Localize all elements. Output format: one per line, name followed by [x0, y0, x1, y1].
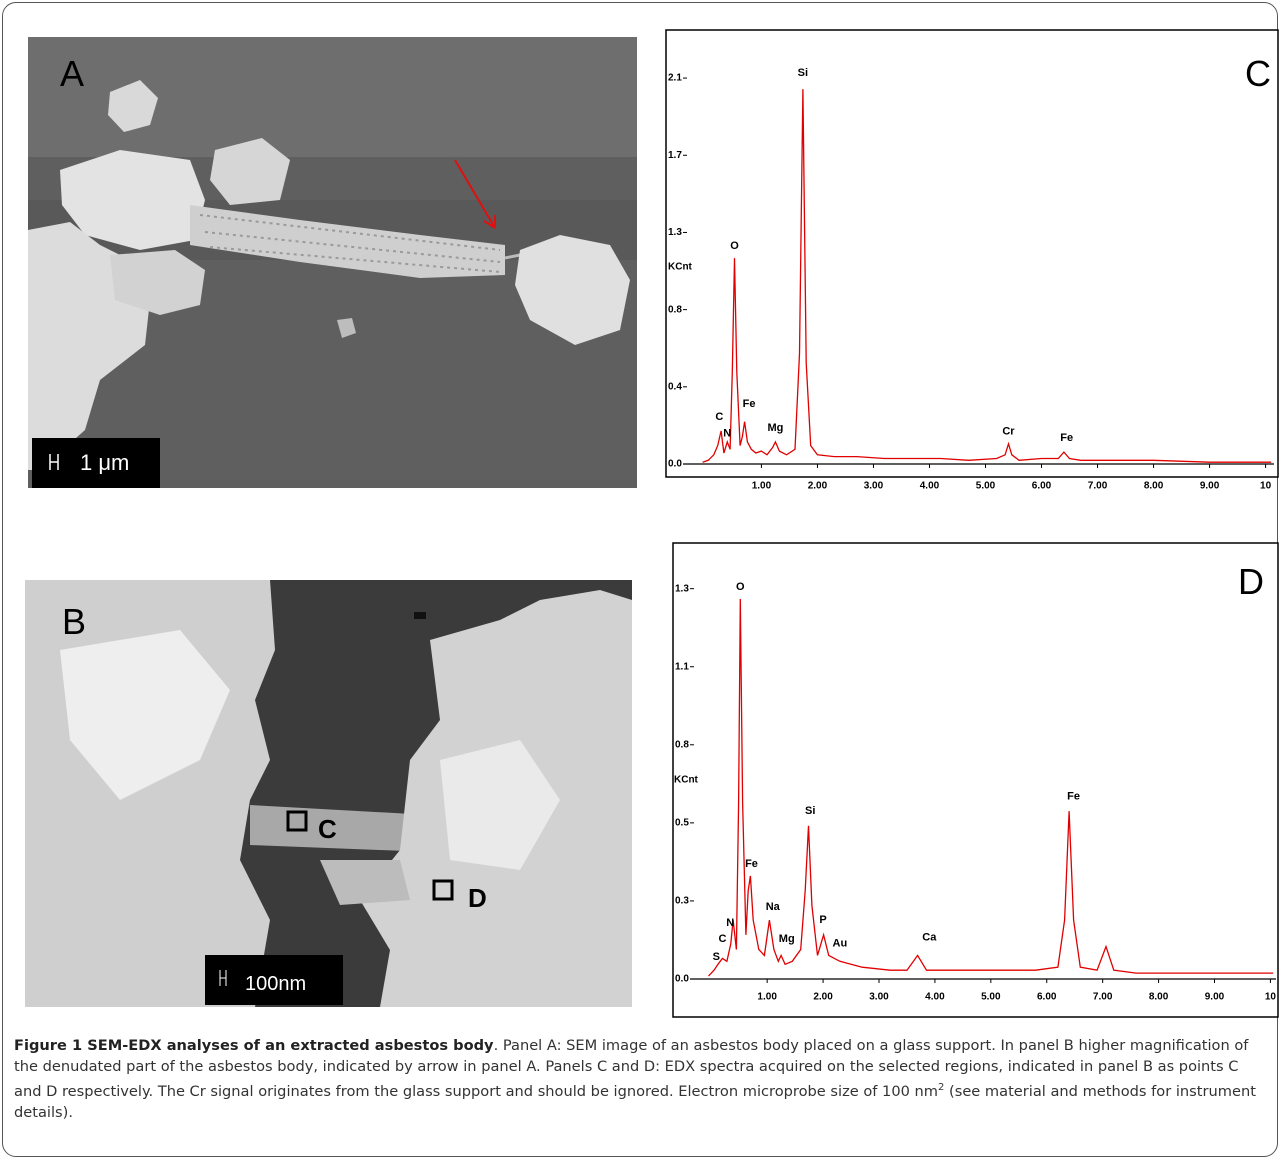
- y-tick-label: 1.7: [668, 150, 682, 161]
- x-tick-label: 5.00: [976, 481, 996, 492]
- x-tick-label: 4.00: [920, 481, 940, 492]
- peak-label: Ca: [922, 932, 937, 944]
- peak-label: Cr: [1002, 426, 1015, 438]
- panel-label: B: [62, 601, 86, 642]
- y-axis-label: KCnt: [674, 775, 699, 786]
- sem-image-b: [25, 580, 632, 1007]
- peak-label: P: [819, 914, 826, 926]
- x-tick-label: 9.00: [1205, 992, 1225, 1003]
- panel-label: C: [1245, 53, 1271, 94]
- x-tick-label: 3.00: [864, 481, 884, 492]
- y-tick-label: 0.8: [675, 739, 689, 750]
- peak-label: Fe: [743, 398, 756, 410]
- x-tick-label: 10: [1265, 992, 1277, 1003]
- y-tick-label: 0.0: [668, 459, 682, 470]
- peak-label: C: [715, 411, 723, 423]
- y-tick-label: 1.3: [675, 583, 689, 594]
- peak-label: Si: [805, 805, 815, 817]
- x-tick-label: 5.00: [981, 992, 1001, 1003]
- caption-superscript: 2: [938, 1082, 945, 1093]
- x-tick-label: 7.00: [1088, 481, 1108, 492]
- panel-label: A: [60, 53, 84, 94]
- x-tick-label: 2.00: [813, 992, 833, 1003]
- peak-label: C: [718, 933, 726, 945]
- region-marker-label: C: [318, 814, 337, 844]
- y-tick-label: 1.3: [668, 227, 682, 238]
- caption-title: Figure 1 SEM-EDX analyses of an extracte…: [14, 1037, 494, 1054]
- x-tick-label: 9.00: [1200, 481, 1220, 492]
- x-tick-label: 7.00: [1093, 992, 1113, 1003]
- caption-text: (see material and methods for instrument…: [14, 1082, 1256, 1121]
- y-tick-label: 0.8: [668, 304, 682, 315]
- x-tick-label: 8.00: [1149, 992, 1169, 1003]
- peak-label: N: [723, 427, 731, 439]
- scale-bar-label: 1 μm: [80, 450, 129, 475]
- y-tick-label: 0.3: [675, 896, 689, 907]
- x-tick-label: 6.00: [1037, 992, 1057, 1003]
- x-tick-label: 2.00: [808, 481, 828, 492]
- peak-label: Mg: [779, 933, 795, 945]
- figure-caption: Figure 1 SEM-EDX analyses of an extracte…: [14, 1035, 1262, 1123]
- spectrum-line: [708, 598, 1274, 977]
- y-tick-label: 2.1: [668, 73, 682, 84]
- peak-label: S: [713, 951, 720, 963]
- x-tick-label: 8.00: [1144, 481, 1164, 492]
- x-tick-label: 6.00: [1032, 481, 1052, 492]
- panel-label: D: [1238, 561, 1264, 602]
- chart-frame: [672, 542, 1279, 1018]
- sem-image-a: [28, 37, 637, 488]
- peak-label: N: [726, 917, 734, 929]
- y-tick-label: 0.5: [675, 818, 689, 829]
- x-tick-label: 10: [1260, 481, 1272, 492]
- peak-label: Au: [833, 938, 848, 950]
- peak-label: Fe: [745, 858, 758, 870]
- y-tick-label: 1.1: [675, 661, 689, 672]
- peak-label: O: [730, 240, 739, 252]
- caption-text: . Panel A: SEM image of an asbestos body…: [14, 1037, 1249, 1100]
- spectrum-line: [702, 89, 1272, 463]
- scale-bar-label: 100nm: [245, 973, 306, 995]
- peak-label: Fe: [1067, 790, 1080, 802]
- chart-frame: [665, 29, 1279, 478]
- y-axis-label: KCnt: [668, 262, 693, 273]
- x-tick-label: 4.00: [925, 992, 945, 1003]
- y-tick-label: 0.0: [675, 974, 689, 985]
- region-marker-label: D: [468, 883, 487, 913]
- y-tick-label: 0.4: [668, 381, 682, 392]
- peak-label: O: [736, 581, 745, 593]
- peak-label: Na: [766, 901, 781, 913]
- peak-label: Si: [798, 67, 808, 79]
- x-tick-label: 3.00: [869, 992, 889, 1003]
- peak-label: Fe: [1060, 432, 1073, 444]
- x-tick-label: 1.00: [757, 992, 777, 1003]
- peak-label: Mg: [767, 422, 783, 434]
- x-tick-label: 1.00: [752, 481, 772, 492]
